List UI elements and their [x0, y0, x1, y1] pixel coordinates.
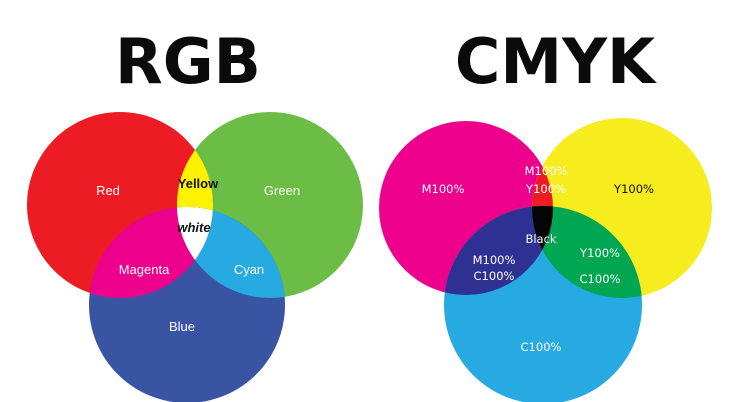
- cmyk-green-region: [532, 206, 642, 298]
- rgb-title: RGB: [115, 25, 261, 98]
- cmyk-magenta-label: M100%: [422, 182, 465, 196]
- rgb-red-label: Red: [96, 183, 120, 198]
- cmyk-mag-cyan-label-2: C100%: [474, 269, 515, 283]
- rgb-yellow-label: Yellow: [178, 176, 219, 191]
- cmyk-blue-region: [444, 206, 553, 295]
- cmyk-yel-cyan-label-1: Y100%: [579, 246, 620, 260]
- cmyk-yel-cyan-label-2: C100%: [580, 272, 621, 286]
- rgb-diagram: Red Green Blue Yellow Magenta Cyan white: [27, 112, 363, 402]
- rgb-cyan-label: Cyan: [234, 262, 264, 277]
- rgb-blue-label: Blue: [169, 319, 195, 334]
- rgb-magenta-label: Magenta: [119, 262, 170, 277]
- cmyk-yellow-label: Y100%: [613, 182, 654, 196]
- rgb-cyan-region: [177, 207, 285, 298]
- cmyk-mag-cyan-label-1: M100%: [473, 253, 516, 267]
- cmyk-mag-yel-label-1: M100%: [525, 164, 568, 178]
- cmyk-cyan-label: C100%: [521, 340, 562, 354]
- rgb-white-label: white: [177, 220, 210, 235]
- cmyk-diagram: M100% Y100% C100% M100% Y100% M100% C100…: [379, 118, 712, 402]
- rgb-green-label: Green: [264, 183, 300, 198]
- rgb-magenta-region: [89, 207, 213, 298]
- cmyk-mag-yel-label-2: Y100%: [525, 182, 566, 196]
- cmyk-title: CMYK: [455, 25, 657, 98]
- cmyk-black-label: Black: [525, 232, 556, 246]
